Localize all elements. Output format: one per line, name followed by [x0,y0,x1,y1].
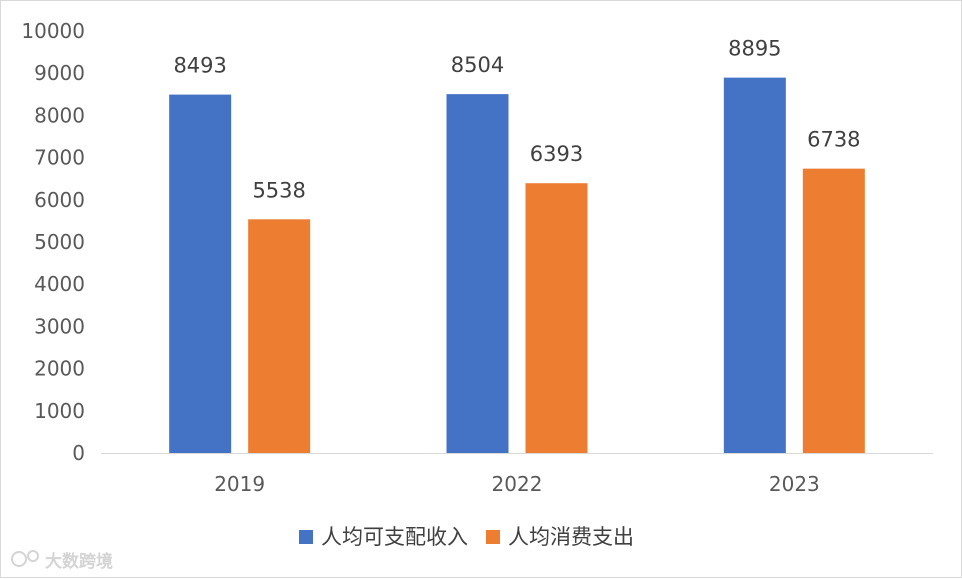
legend-swatch [486,530,500,544]
y-tick-label: 4000 [34,272,85,296]
legend-label: 人均可支配收入 [321,525,468,549]
data-label: 8895 [728,37,781,61]
y-tick-label: 0 [72,441,85,465]
y-tick-label: 10000 [21,19,85,43]
bar-expense [248,219,311,453]
y-tick-label: 1000 [34,399,85,423]
x-tick-label: 2019 [214,472,265,496]
y-tick-label: 2000 [34,357,85,381]
data-label: 5538 [252,178,305,202]
legend-swatch [299,530,313,544]
y-tick-label: 3000 [34,314,85,338]
y-tick-label: 6000 [34,188,85,212]
legend-label: 人均消费支出 [508,525,634,549]
x-tick-label: 2022 [492,472,543,496]
y-tick-label: 5000 [34,230,85,254]
bar-income [446,94,509,454]
x-tick-label: 2023 [769,472,820,496]
bar-expense [802,168,865,453]
watermark-text: 大数跨境 [45,551,113,572]
y-tick-label: 7000 [34,146,85,170]
y-tick-label: 9000 [34,61,85,85]
bar-income [723,77,786,454]
data-label: 6738 [807,128,860,152]
bar-expense [525,183,588,453]
data-label: 6393 [530,142,583,166]
data-label: 8504 [451,53,504,77]
y-tick-label: 8000 [34,103,85,127]
bar-income [169,94,232,453]
brand-logo-icon [11,550,39,567]
data-label: 8493 [173,54,226,78]
